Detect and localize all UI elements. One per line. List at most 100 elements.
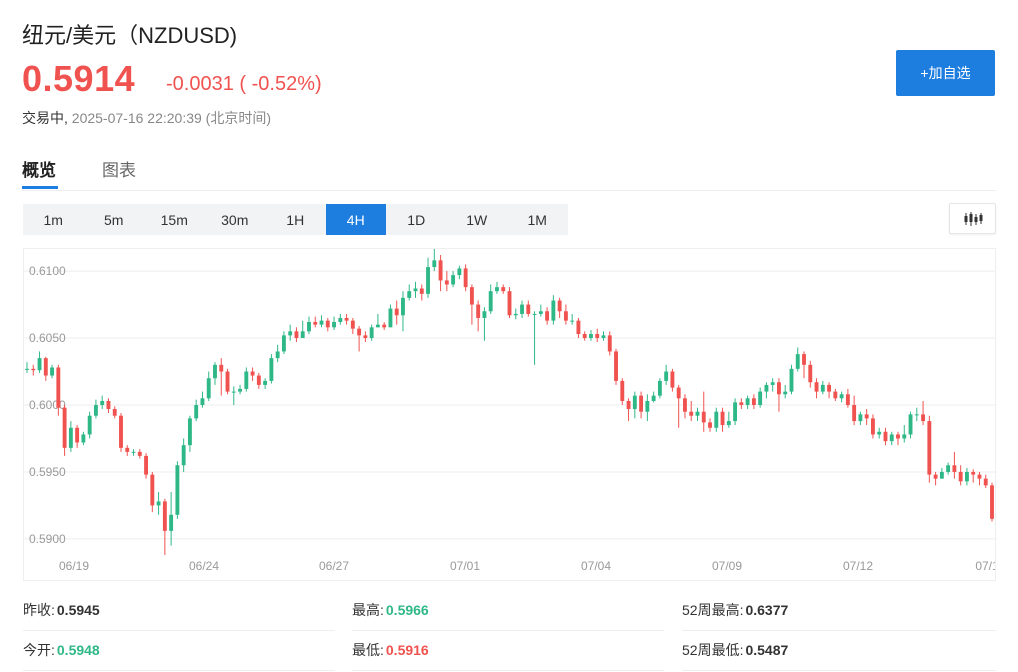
- candle-body: [964, 471, 969, 482]
- candle-body: [607, 335, 612, 352]
- candle-body: [952, 465, 957, 472]
- trading-status-label: 交易中,: [22, 110, 68, 126]
- candle-body: [670, 371, 675, 388]
- candle-body: [639, 395, 644, 412]
- candle-body: [288, 331, 293, 336]
- x-tick-label: 06/27: [319, 559, 349, 573]
- period-4h[interactable]: 4H: [325, 204, 386, 235]
- open-label: 今开:: [23, 642, 55, 658]
- candle-body: [532, 313, 537, 315]
- candle-body: [764, 384, 769, 392]
- candle-body: [645, 400, 650, 412]
- candle-body: [708, 422, 712, 428]
- candle-body: [313, 321, 318, 325]
- candle-body: [332, 321, 336, 328]
- period-1h[interactable]: 1H: [286, 211, 305, 228]
- period-15m[interactable]: 15m: [160, 211, 188, 228]
- y-tick-label: 0.5900: [29, 532, 66, 546]
- period-1d[interactable]: 1D: [407, 211, 426, 228]
- candle-body: [419, 288, 424, 294]
- candle-body: [582, 334, 587, 339]
- candlestick-chart[interactable]: 0.6100 0.6050 0.6000 0.5950 0.5900 06/19 06/24…: [24, 249, 995, 580]
- open-value: 0.5948: [56, 642, 100, 658]
- period-30m[interactable]: 30m: [221, 211, 249, 228]
- candle-body: [231, 391, 236, 393]
- period-1mo[interactable]: 1M: [527, 211, 547, 228]
- candle-body: [657, 380, 662, 396]
- candle-body: [325, 320, 330, 328]
- period-1w[interactable]: 1W: [466, 211, 488, 228]
- candle-body: [31, 368, 36, 371]
- candle-body: [426, 267, 430, 294]
- current-price: 0.5914: [22, 58, 136, 99]
- y-tick-label: 0.6000: [29, 398, 66, 412]
- candle-body: [933, 474, 938, 479]
- candle-body: [789, 368, 794, 392]
- candle-body: [808, 364, 813, 383]
- candle-body: [269, 358, 274, 381]
- price-chart[interactable]: 0.6100 0.6050 0.6000 0.5950 0.5900 06/19 06/24…: [23, 248, 996, 581]
- candle-body: [281, 335, 286, 352]
- tab-chart[interactable]: 图表: [102, 161, 136, 180]
- candle-body: [845, 394, 850, 405]
- candle-body: [125, 447, 130, 452]
- chart-type-button[interactable]: [949, 203, 996, 234]
- candle-body: [225, 371, 230, 392]
- candle-body: [93, 405, 98, 416]
- add-watchlist-button[interactable]: +加自选: [896, 50, 995, 96]
- candle-body: [413, 288, 418, 292]
- candle-body: [175, 465, 180, 515]
- stat-low: 最低: 0.5916: [352, 630, 664, 671]
- stat-high: 最高: 0.5966: [352, 590, 664, 631]
- tab-bar: 概览 图表: [22, 150, 996, 191]
- candle-body: [770, 382, 775, 385]
- candle-body: [87, 415, 92, 435]
- candle-body: [576, 320, 581, 335]
- candle-body: [112, 409, 117, 416]
- period-1m[interactable]: 1m: [43, 211, 63, 228]
- candle-body: [388, 308, 393, 328]
- candle-body: [751, 398, 756, 405]
- candlestick-icon: [964, 211, 982, 226]
- period-5m[interactable]: 5m: [104, 211, 124, 228]
- candle-body: [589, 334, 593, 339]
- candle-body: [75, 427, 80, 443]
- candle-body: [902, 434, 907, 439]
- candle-body: [614, 351, 618, 381]
- candle-body: [870, 418, 875, 435]
- candle-body: [181, 445, 186, 466]
- candle-body: [43, 358, 48, 376]
- candle-body: [482, 311, 487, 318]
- candle-body: [676, 387, 681, 399]
- candle-body: [350, 320, 355, 329]
- x-tick-label: 07/12: [843, 559, 873, 573]
- candle-body: [883, 431, 888, 442]
- period-selector: 1m 5m 15m 30m 1H 4H 1D 1W 1M: [23, 204, 568, 235]
- candle-body: [100, 400, 105, 405]
- candle-body: [50, 367, 55, 376]
- candle-body: [971, 471, 976, 475]
- w52-low-value: 0.5487: [745, 642, 789, 658]
- high-label: 最高:: [352, 602, 384, 618]
- candle-body: [106, 400, 111, 410]
- candle-body: [877, 431, 882, 435]
- candle-body: [538, 311, 543, 314]
- candle-body: [839, 394, 844, 399]
- low-label: 最低:: [352, 642, 384, 658]
- candle-body: [495, 287, 499, 292]
- candle-body: [733, 402, 738, 422]
- stat-prev-close: 昨收: 0.5945: [23, 590, 335, 631]
- candle-body: [144, 455, 149, 475]
- candle-body: [983, 478, 988, 486]
- candle-body: [463, 268, 468, 288]
- x-tick-label: 07/01: [450, 559, 480, 573]
- candle-body: [169, 514, 174, 531]
- prev-close-value: 0.5945: [56, 602, 100, 618]
- prev-close-label: 昨收:: [23, 602, 55, 618]
- candle-body: [407, 291, 412, 298]
- candle-body: [250, 371, 255, 376]
- tab-overview[interactable]: 概览: [22, 161, 56, 180]
- candle-body: [206, 378, 211, 399]
- candle-body: [194, 405, 199, 419]
- candle-body: [476, 304, 481, 318]
